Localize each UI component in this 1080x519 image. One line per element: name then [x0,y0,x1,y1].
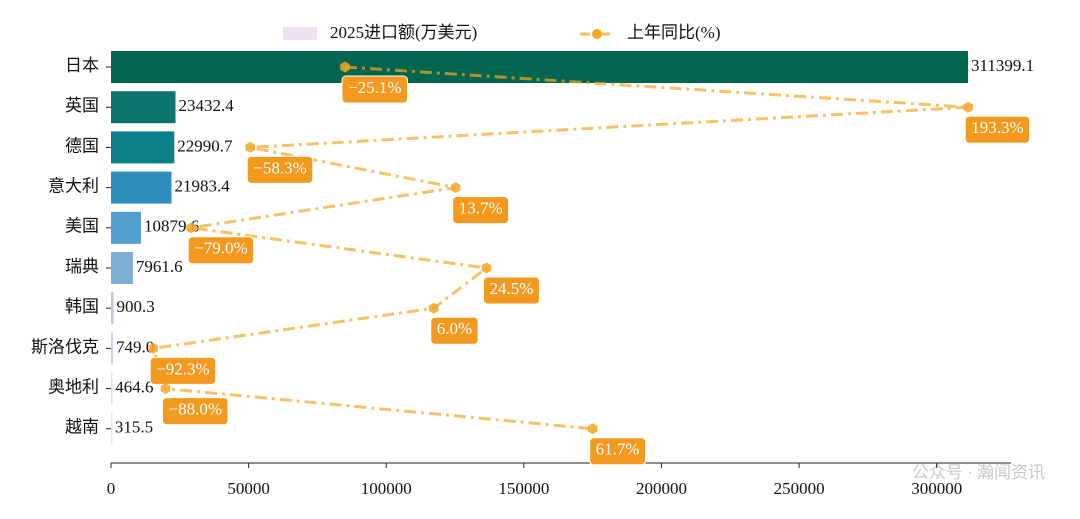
yoy-label-text: −58.3% [253,158,307,177]
bar [111,372,113,405]
yoy-marker [245,141,256,153]
yoy-label: 24.5% [483,276,540,305]
yoy-label: −92.3% [149,356,217,385]
yoy-label-box [964,115,1031,144]
yoy-label-box [162,397,229,426]
yoy-marker [587,423,598,435]
yoy-label-box [452,196,510,225]
legend: 2025进口额(万美元) 上年同比(%) [283,23,720,42]
bar-value-label: 22990.7 [177,136,233,155]
y-tick-label: 瑞典 [65,257,99,276]
yoy-label: 13.7% [452,196,510,225]
x-tick-label: 200000 [636,479,687,498]
yoy-line [151,65,969,431]
bar [111,412,113,445]
yoy-label-text: 61.7% [596,440,640,459]
yoy-marker [481,262,492,274]
bar [111,171,172,204]
bar [111,131,175,164]
bar-value-label: 749.0 [116,337,154,356]
x-tick-label: 0 [107,479,116,498]
y-tick-label: 越南 [65,418,99,437]
x-tick-label: 150000 [498,479,549,498]
y-tick-label: 日本 [65,56,99,75]
bar [111,332,114,365]
legend-label: 上年同比(%) [627,23,720,42]
yoy-label-text: −25.1% [348,78,402,97]
x-tick-label: 300000 [911,479,962,498]
yoy-marker [428,302,439,314]
yoy-label-text: −88.0% [169,400,223,419]
yoy-label-box [483,276,540,305]
legend-swatch [283,27,317,40]
yoy-label: −88.0% [162,397,229,426]
yoy-label-text: −92.3% [156,359,210,378]
bar-value-label: 7961.6 [136,257,183,276]
yoy-label: 6.0% [430,316,479,345]
yoy-marker [450,182,461,194]
bar [111,252,133,284]
yoy-label-text: 13.7% [459,199,503,218]
yoy-label-text: 6.0% [437,319,472,338]
yoy-marker [186,222,196,234]
yoy-label-text: 193.3% [971,118,1023,137]
bar-value-label: 10879.6 [144,217,199,236]
yoy-label: −25.1% [341,75,408,104]
y-tick-label: 奥地利 [48,378,99,397]
legend-marker [592,29,602,39]
bar-value-label: 23432.4 [178,96,234,115]
y-tick-label: 韩国 [65,297,99,316]
bar-value-label: 21983.4 [175,177,231,196]
bar-value-label: 315.5 [115,418,153,437]
yoy-label-box [149,356,217,385]
watermark: 公众号 · 瀚闻资讯 [912,463,1045,482]
yoy-marker [148,342,158,354]
y-tick-label: 斯洛伐克 [31,337,99,356]
yoy-label-text: −79.0% [194,239,248,258]
yoy-label: −79.0% [187,236,255,265]
x-tick-label: 50000 [227,479,270,498]
y-tick-label: 意大利 [48,177,99,196]
legend-label: 2025进口额(万美元) [330,23,477,42]
yoy-label-box [246,155,314,184]
yoy-marker [340,61,350,73]
bar [111,51,969,83]
y-tick-label: 德国 [65,136,99,155]
yoy-marker [963,101,973,113]
yoy-label-box [430,316,479,345]
yoy-marker [160,383,171,395]
yoy-label: 61.7% [589,437,647,466]
yoy-label: 193.3% [964,115,1031,144]
yoy-label-box [341,75,408,104]
bar-value-label: 900.3 [116,297,154,316]
bar [111,211,141,244]
bar-value-label: 311399.1 [971,56,1034,75]
yoy-label: −58.3% [246,155,314,184]
yoy-label-text: 24.5% [490,279,534,298]
bar [111,292,114,325]
y-tick-label: 英国 [65,96,99,115]
yoy-label-box [589,437,647,466]
x-tick-label: 100000 [361,479,412,498]
yoy-label-box [187,236,255,265]
x-tick-label: 250000 [774,479,825,498]
bar-value-label: 464.6 [115,378,153,397]
y-tick-label: 美国 [65,217,99,236]
bar [111,91,176,124]
